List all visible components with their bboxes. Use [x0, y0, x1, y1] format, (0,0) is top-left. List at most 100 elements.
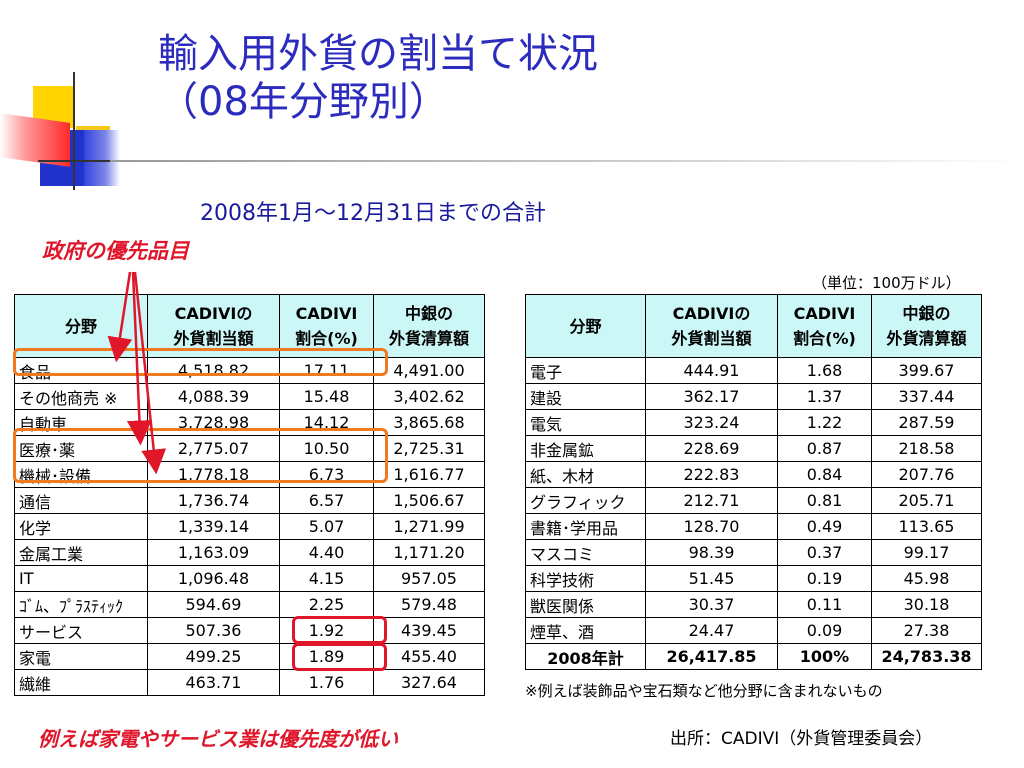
arrow-to-medical	[126, 271, 152, 446]
table-row: IT 1,096.48 4.15 957.05	[14, 565, 485, 592]
right-allocation-table: 分野 CADIVIの 外貨割当額 CADIVI 割合(%) 中銀の 外貨清算額 電子 4…	[525, 294, 982, 670]
row-settlement: 205.71	[871, 487, 982, 514]
source-citation: 出所：CADIVI（外貨管理委員会）	[670, 729, 933, 749]
header-settlement-line2: 外貨清算額	[886, 329, 967, 348]
arrow-to-machinery	[133, 271, 167, 475]
row-ratio: 0.84	[777, 461, 872, 488]
highlight-appliances-ratio	[292, 643, 387, 671]
header-ratio-line1: CADIVI	[793, 304, 856, 323]
table-row: 煙草、酒 24.47 0.09 27.38	[525, 617, 982, 644]
row-allocation: 463.71	[147, 669, 280, 696]
table-row: 紙、木材 222.83 0.84 207.76	[525, 461, 982, 488]
row-category: ｺﾞﾑ、ﾌﾟﾗｽﾃｨｯｸ	[14, 591, 148, 618]
row-allocation: 499.25	[147, 643, 280, 670]
header-settlement-line1: 中銀の	[404, 304, 453, 323]
row-settlement: 1,506.67	[373, 487, 485, 514]
row-category: 科学技術	[525, 565, 646, 592]
table-row: 電子 444.91 1.68 399.67	[525, 357, 982, 384]
total-row: 2008年計 26,417.85 100% 24,783.38	[525, 643, 982, 670]
decorative-horizontal-line	[38, 160, 148, 162]
row-settlement: 4,491.00	[373, 357, 485, 384]
row-settlement: 30.18	[871, 591, 982, 618]
row-allocation: 444.91	[645, 357, 778, 384]
title-underline	[110, 160, 1024, 162]
row-ratio: 1.68	[777, 357, 872, 384]
row-allocation: 30.37	[645, 591, 778, 618]
table-row: 非金属鉱 228.69 0.87 218.58	[525, 435, 982, 462]
period-subtitle: 2008年1月～12月31日までの合計	[200, 201, 546, 226]
table-row: 電気 323.24 1.22 287.59	[525, 409, 982, 436]
header-ratio-line1: CADIVI	[295, 304, 358, 323]
table-row: 金属工業 1,163.09 4.40 1,171.20	[14, 539, 485, 566]
row-ratio: 0.37	[777, 539, 872, 566]
total-category: 2008年計	[525, 643, 646, 670]
table-row: グラフィック 212.71 0.81 205.71	[525, 487, 982, 514]
row-allocation: 1,736.74	[147, 487, 280, 514]
row-category: サービス	[14, 617, 148, 644]
row-category: グラフィック	[525, 487, 646, 514]
row-settlement: 439.45	[373, 617, 485, 644]
priority-label: 政府の優先品目	[42, 239, 189, 263]
row-settlement: 957.05	[373, 565, 485, 592]
row-category: 獣医関係	[525, 591, 646, 618]
table-row: 繊維 463.71 1.76 327.64	[14, 669, 485, 696]
row-settlement: 1,271.99	[373, 513, 485, 540]
header-ratio-line2: 割合(%)	[793, 329, 856, 348]
row-ratio: 17.11	[279, 357, 374, 384]
header-settlement: 中銀の 外貨清算額	[373, 294, 485, 358]
row-ratio: 4.40	[279, 539, 374, 566]
highlight-medical-machinery-rows	[13, 428, 388, 483]
total-ratio: 100%	[777, 643, 872, 670]
row-allocation: 51.45	[645, 565, 778, 592]
row-allocation: 2,775.07	[147, 435, 280, 462]
header-allocation-line1: CADIVIの	[174, 304, 253, 323]
row-allocation: 507.36	[147, 617, 280, 644]
row-category: 通信	[14, 487, 148, 514]
row-allocation: 1,339.14	[147, 513, 280, 540]
row-category: 化学	[14, 513, 148, 540]
header-ratio: CADIVI 割合(%)	[279, 294, 374, 358]
row-category: 繊維	[14, 669, 148, 696]
row-category: 紙、木材	[525, 461, 646, 488]
header-ratio-line2: 割合(%)	[295, 329, 358, 348]
total-settlement: 24,783.38	[871, 643, 982, 670]
row-settlement: 327.64	[373, 669, 485, 696]
row-ratio: 1.22	[777, 409, 872, 436]
row-settlement: 113.65	[871, 513, 982, 540]
total-allocation: 26,417.85	[645, 643, 778, 670]
row-ratio: 6.57	[279, 487, 374, 514]
table-row: その他商売 ※ 4,088.39 15.48 3,402.62	[14, 383, 485, 410]
row-category: 金属工業	[14, 539, 148, 566]
highlight-food-row	[13, 348, 388, 376]
header-settlement-line1: 中銀の	[902, 304, 951, 323]
row-settlement: 1,171.20	[373, 539, 485, 566]
row-allocation: 1,778.18	[147, 461, 280, 488]
table-row: ｺﾞﾑ、ﾌﾟﾗｽﾃｨｯｸ 594.69 2.25 579.48	[14, 591, 485, 618]
arrow-to-food	[107, 271, 133, 363]
bottom-note: 例えば家電やサービス業は優先度が低い	[38, 727, 398, 751]
header-allocation: CADIVIの 外貨割当額	[147, 294, 280, 358]
left-allocation-table: 分野 CADIVIの 外貨割当額 CADIVI 割合(%) 中銀の 外貨清算額 食品 4…	[14, 294, 485, 696]
row-allocation: 323.24	[645, 409, 778, 436]
row-settlement: 287.59	[871, 409, 982, 436]
slide-title-line1: 輸入用外貨の割当て状況	[158, 31, 598, 77]
decorative-blue-gradient	[84, 130, 120, 186]
row-allocation: 1,096.48	[147, 565, 280, 592]
row-settlement: 218.58	[871, 435, 982, 462]
table-row: 通信 1,736.74 6.57 1,506.67	[14, 487, 485, 514]
decorative-vertical-line	[73, 72, 75, 190]
row-category: 電気	[525, 409, 646, 436]
row-ratio: 1.37	[777, 383, 872, 410]
table-row: 医療･薬 2,775.07 10.50 2,725.31	[14, 435, 485, 462]
table-row: 書籍･学用品 128.70 0.49 113.65	[525, 513, 982, 540]
row-allocation: 4,088.39	[147, 383, 280, 410]
footnote: ※例えば装飾品や宝石類など他分野に含まれないもの	[525, 682, 883, 700]
slide-title: 輸入用外貨の割当て状況 （08年分野別）	[158, 30, 598, 126]
highlight-services-ratio	[292, 616, 387, 644]
header-allocation-line2: 外貨割当額	[173, 329, 254, 348]
row-settlement: 99.17	[871, 539, 982, 566]
table-row: サービス 507.36 1.92 439.45	[14, 617, 485, 644]
row-settlement: 1,616.77	[373, 461, 485, 488]
row-settlement: 45.98	[871, 565, 982, 592]
